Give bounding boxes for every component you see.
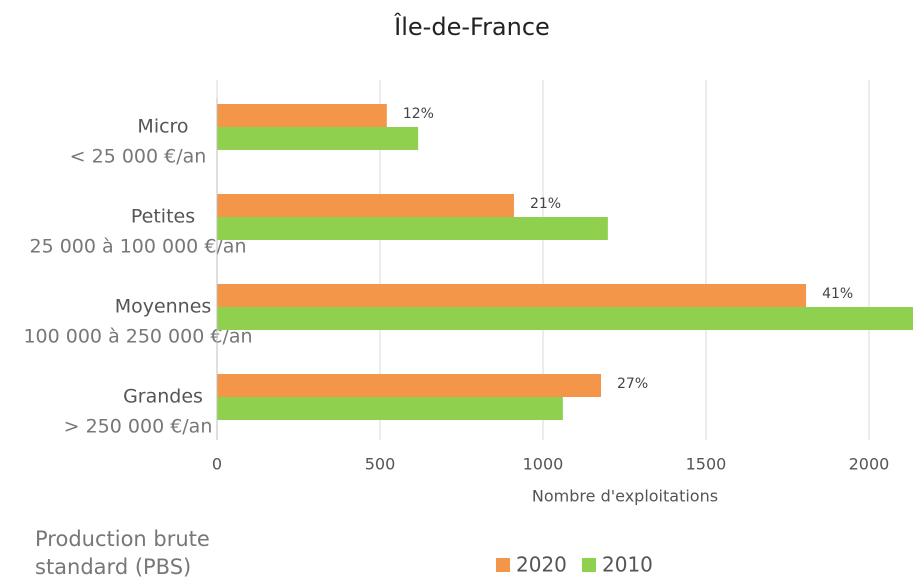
category-sublabel: > 250 000 €/an (64, 416, 213, 438)
legend-label: 2010 (602, 553, 653, 577)
bar (217, 374, 602, 397)
legend-label: 2020 (516, 553, 567, 577)
data-label: 41% (822, 286, 853, 302)
bar (217, 194, 514, 217)
x-tick-label: 1500 (686, 455, 727, 474)
category-label: Grandes (123, 386, 203, 408)
category-label: Micro (137, 116, 188, 138)
data-label: 27% (617, 376, 648, 392)
chart-title: Île-de-France (393, 12, 550, 41)
bar (217, 397, 563, 420)
legend-swatch (582, 558, 596, 572)
bar (217, 127, 419, 150)
category-sublabel: 100 000 à 250 000 €/an (23, 326, 252, 348)
x-tick-label: 2000 (849, 455, 890, 474)
note: Production brute (35, 527, 210, 551)
legend-swatch (496, 558, 510, 572)
bar (217, 217, 608, 240)
note: standard (PBS) (35, 555, 191, 577)
category-label: Moyennes (115, 296, 212, 318)
x-axis-title: Nombre d'exploitations (532, 487, 718, 506)
x-tick-label: 1000 (523, 455, 564, 474)
bar (217, 307, 913, 330)
category-sublabel: < 25 000 €/an (70, 146, 207, 168)
data-label: 21% (530, 196, 561, 212)
bar (217, 284, 807, 307)
bar (217, 104, 387, 127)
category-label: Petites (131, 206, 195, 228)
data-label: 12% (403, 106, 434, 122)
x-tick-label: 0 (212, 455, 222, 474)
category-sublabel: 25 000 à 100 000 €/an (30, 236, 247, 258)
x-tick-label: 500 (365, 455, 396, 474)
